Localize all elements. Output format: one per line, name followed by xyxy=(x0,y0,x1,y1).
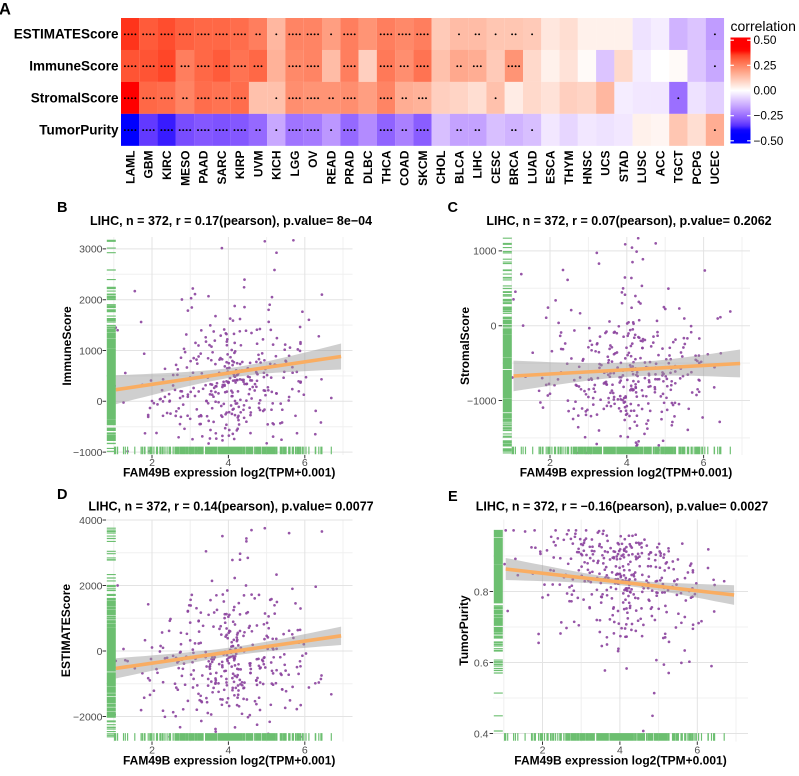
svg-text:4000: 4000 xyxy=(79,515,103,527)
svg-text:−1000: −1000 xyxy=(73,447,103,459)
svg-text:COAD: COAD xyxy=(398,150,412,186)
svg-text:GBM: GBM xyxy=(142,151,156,179)
svg-text:SKCM: SKCM xyxy=(416,151,430,186)
svg-text:4: 4 xyxy=(225,745,231,757)
svg-text:PAAD: PAAD xyxy=(197,150,211,183)
svg-text:BRCA: BRCA xyxy=(507,150,521,185)
svg-text:LIHC, n = 372, r = 0.17(pearso: LIHC, n = 372, r = 0.17(pearson), p.valu… xyxy=(90,214,372,228)
svg-text:0: 0 xyxy=(491,321,497,333)
svg-text:E: E xyxy=(448,489,458,505)
svg-text:FAM49B expression log2(TPM+0.0: FAM49B expression log2(TPM+0.001) xyxy=(514,754,726,768)
svg-text:2: 2 xyxy=(547,457,553,469)
svg-text:READ: READ xyxy=(324,150,338,184)
svg-text:4: 4 xyxy=(624,457,630,469)
svg-text:ESCA: ESCA xyxy=(544,150,558,184)
svg-text:LIHC, n = 372, r = 0.07(pearso: LIHC, n = 372, r = 0.07(pearson), p.valu… xyxy=(486,214,771,228)
svg-text:6: 6 xyxy=(701,457,707,469)
svg-text:2: 2 xyxy=(540,745,546,757)
svg-text:0: 0 xyxy=(97,646,103,658)
svg-text:2: 2 xyxy=(149,745,155,757)
svg-text:HNSC: HNSC xyxy=(580,150,594,184)
svg-text:0.4: 0.4 xyxy=(474,728,489,740)
svg-text:LIHC: LIHC xyxy=(471,150,485,178)
svg-text:0.50: 0.50 xyxy=(754,33,777,47)
svg-text:LUAD: LUAD xyxy=(525,150,539,184)
svg-text:THYM: THYM xyxy=(562,151,576,185)
svg-text:6: 6 xyxy=(302,457,308,469)
svg-text:LUSC: LUSC xyxy=(635,150,649,183)
svg-text:TumorPurity: TumorPurity xyxy=(39,123,119,138)
svg-text:ESTIMATEScore: ESTIMATEScore xyxy=(59,584,73,677)
svg-text:KIRP: KIRP xyxy=(233,151,247,180)
svg-text:0: 0 xyxy=(97,396,103,408)
svg-text:2000: 2000 xyxy=(79,580,103,592)
svg-text:4: 4 xyxy=(617,745,623,757)
svg-text:4: 4 xyxy=(225,457,231,469)
svg-text:−0.50: −0.50 xyxy=(754,134,784,148)
svg-text:KICH: KICH xyxy=(270,151,284,180)
svg-text:1000: 1000 xyxy=(79,345,103,357)
svg-text:0.6: 0.6 xyxy=(474,657,489,669)
svg-text:PCPG: PCPG xyxy=(690,151,704,185)
svg-text:−2000: −2000 xyxy=(73,711,103,723)
svg-text:A: A xyxy=(0,1,11,19)
svg-text:0.25: 0.25 xyxy=(754,58,777,72)
svg-text:FAM49B expression log2(TPM+0.0: FAM49B expression log2(TPM+0.001) xyxy=(123,754,335,768)
svg-text:THCA: THCA xyxy=(379,150,393,184)
svg-text:BLCA: BLCA xyxy=(452,150,466,184)
svg-text:StromalScore: StromalScore xyxy=(458,307,472,385)
svg-text:MESO: MESO xyxy=(178,151,192,186)
svg-text:LAML: LAML xyxy=(123,151,137,184)
svg-text:STAD: STAD xyxy=(617,150,631,182)
svg-text:TGCT: TGCT xyxy=(672,150,686,183)
svg-text:correlation: correlation xyxy=(731,18,796,34)
svg-text:ImmuneScore: ImmuneScore xyxy=(60,306,74,386)
svg-text:ESTIMATEScore: ESTIMATEScore xyxy=(14,27,119,42)
svg-text:D: D xyxy=(57,487,67,503)
svg-text:StromalScore: StromalScore xyxy=(31,91,119,106)
svg-text:6: 6 xyxy=(302,745,308,757)
svg-text:CESC: CESC xyxy=(489,150,503,184)
svg-text:3000: 3000 xyxy=(79,244,103,256)
svg-text:CHOL: CHOL xyxy=(434,151,448,185)
svg-text:−1000: −1000 xyxy=(467,395,497,407)
svg-text:ACC: ACC xyxy=(653,150,667,176)
svg-text:0.8: 0.8 xyxy=(474,586,489,598)
svg-text:−0.25: −0.25 xyxy=(754,109,784,123)
svg-text:LIHC, n = 372, r = −0.16(pears: LIHC, n = 372, r = −0.16(pearson), p.val… xyxy=(476,499,769,513)
svg-text:FAM49B expression log2(TPM+0.0: FAM49B expression log2(TPM+0.001) xyxy=(520,466,732,480)
svg-text:ImmuneScore: ImmuneScore xyxy=(29,59,119,74)
svg-text:TumorPurity: TumorPurity xyxy=(457,595,471,666)
svg-text:LIHC, n = 372, r = 0.14(pearso: LIHC, n = 372, r = 0.14(pearson), p.valu… xyxy=(88,499,373,513)
svg-text:UCEC: UCEC xyxy=(708,150,722,184)
svg-text:C: C xyxy=(448,200,459,216)
svg-text:LGG: LGG xyxy=(288,151,302,177)
svg-text:SARC: SARC xyxy=(215,150,229,184)
svg-text:2000: 2000 xyxy=(79,295,103,307)
svg-text:0.00: 0.00 xyxy=(754,84,777,98)
svg-text:OV: OV xyxy=(306,151,320,168)
svg-text:1000: 1000 xyxy=(473,246,497,258)
svg-text:6: 6 xyxy=(694,745,700,757)
svg-text:UVM: UVM xyxy=(251,151,265,178)
svg-text:PRAD: PRAD xyxy=(343,150,357,184)
svg-text:UCS: UCS xyxy=(599,151,613,176)
svg-text:KIRC: KIRC xyxy=(160,150,174,180)
svg-text:DLBC: DLBC xyxy=(361,150,375,184)
svg-text:B: B xyxy=(57,200,67,216)
svg-text:FAM49B expression log2(TPM+0.0: FAM49B expression log2(TPM+0.001) xyxy=(123,466,335,480)
svg-text:2: 2 xyxy=(149,457,155,469)
